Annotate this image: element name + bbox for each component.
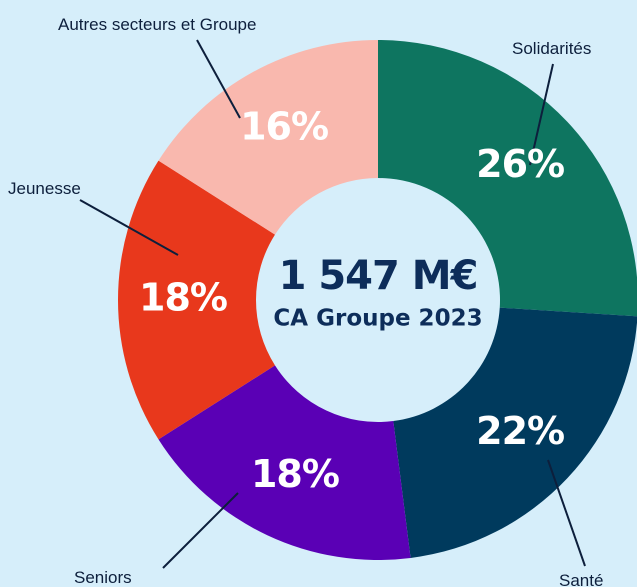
center-title: 1 547 M€ — [279, 253, 478, 299]
category-label: Autres secteurs et Groupe — [58, 15, 256, 34]
donut-slice — [158, 365, 411, 560]
category-label: Solidarités — [512, 39, 591, 58]
leader-line — [162, 492, 239, 569]
donut-slice — [393, 307, 637, 558]
leader-line — [196, 39, 241, 119]
donut-slice — [158, 40, 378, 235]
value-label: 16% — [240, 105, 328, 149]
leader-line — [79, 199, 179, 256]
leader-line — [529, 63, 554, 166]
value-label: 18% — [251, 452, 339, 496]
value-label: 18% — [139, 276, 227, 320]
category-label: Santé — [559, 571, 603, 587]
donut-slice — [378, 40, 637, 317]
category-label: Seniors — [74, 568, 132, 587]
value-label: 22% — [476, 409, 564, 453]
value-label: 26% — [476, 142, 564, 186]
category-label: Jeunesse — [8, 179, 81, 198]
center-subtitle: CA Groupe 2023 — [273, 306, 482, 332]
slices — [118, 40, 637, 560]
donut-slice — [118, 160, 275, 440]
leader-line — [547, 459, 586, 567]
